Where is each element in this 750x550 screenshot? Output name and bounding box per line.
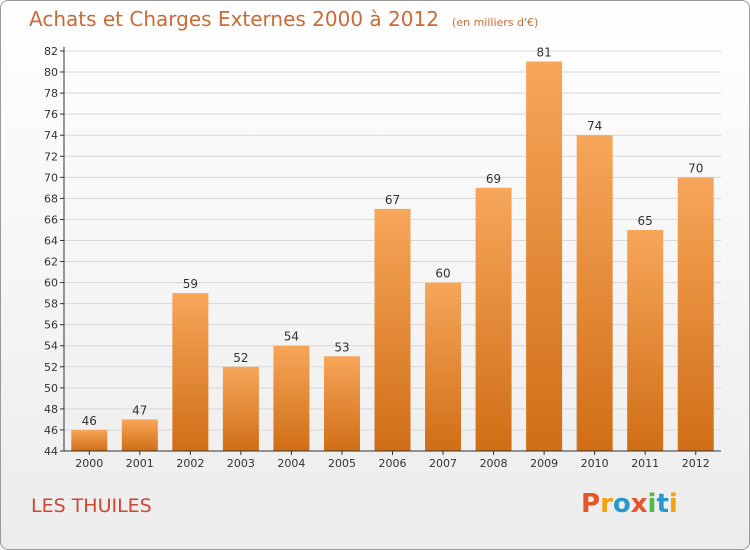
x-tick-label-2002: 2002 bbox=[176, 457, 204, 470]
y-tick-label: 74 bbox=[44, 129, 58, 142]
bar-2003 bbox=[222, 366, 259, 451]
logo-letter: i bbox=[647, 489, 657, 519]
bar-2006 bbox=[374, 208, 411, 451]
x-tick-label-2003: 2003 bbox=[227, 457, 255, 470]
bar-2007 bbox=[425, 282, 462, 451]
bar-2010 bbox=[576, 135, 613, 452]
value-label-2011: 65 bbox=[638, 214, 653, 228]
y-tick-label: 68 bbox=[44, 192, 58, 205]
chart-subtitle: (en milliers d'€) bbox=[452, 16, 539, 29]
x-tick-label-2009: 2009 bbox=[530, 457, 558, 470]
y-tick-label: 78 bbox=[44, 87, 58, 100]
y-tick-label: 54 bbox=[44, 340, 58, 353]
bar-2001 bbox=[121, 419, 158, 451]
y-tick-label: 52 bbox=[44, 361, 58, 374]
value-label-2007: 60 bbox=[435, 267, 450, 281]
value-label-2003: 52 bbox=[233, 351, 248, 365]
y-tick-label: 46 bbox=[44, 424, 58, 437]
y-tick-label: 76 bbox=[44, 108, 58, 121]
x-tick-label-2001: 2001 bbox=[126, 457, 154, 470]
title-row: Achats et Charges Externes 2000 à 2012 (… bbox=[29, 7, 538, 31]
y-tick-label: 70 bbox=[44, 171, 58, 184]
y-tick-label: 80 bbox=[44, 66, 58, 79]
proxiti-logo[interactable]: Proxiti bbox=[581, 489, 678, 519]
logo-letter: r bbox=[600, 489, 613, 519]
bars bbox=[71, 61, 714, 452]
x-tick-label-2007: 2007 bbox=[429, 457, 457, 470]
value-label-2005: 53 bbox=[334, 340, 349, 354]
x-tick-label-2004: 2004 bbox=[277, 457, 305, 470]
chart-title: Achats et Charges Externes 2000 à 2012 bbox=[29, 7, 439, 31]
value-label-2009: 81 bbox=[536, 46, 551, 60]
x-tick-label-2011: 2011 bbox=[631, 457, 659, 470]
value-label-2006: 67 bbox=[385, 193, 400, 207]
bar-2000 bbox=[71, 429, 108, 451]
logo-letter: P bbox=[581, 489, 601, 519]
x-tick-label-2010: 2010 bbox=[581, 457, 609, 470]
bar-2002 bbox=[172, 293, 209, 451]
bar-2004 bbox=[273, 345, 310, 451]
x-tick-label-2005: 2005 bbox=[328, 457, 356, 470]
bar-2012 bbox=[677, 177, 714, 451]
y-tick-label: 72 bbox=[44, 150, 58, 163]
y-tick-label: 60 bbox=[44, 277, 58, 290]
bar-2009 bbox=[526, 61, 563, 452]
value-label-2001: 47 bbox=[132, 403, 147, 417]
value-label-2000: 46 bbox=[82, 414, 97, 428]
x-tick-label-2012: 2012 bbox=[682, 457, 710, 470]
y-tick-label: 82 bbox=[44, 45, 58, 58]
value-label-2008: 69 bbox=[486, 172, 501, 186]
y-tick-label: 48 bbox=[44, 403, 58, 416]
commune-name: LES THUILES bbox=[31, 495, 152, 517]
bar-2008 bbox=[475, 187, 512, 451]
y-tick-label: 44 bbox=[44, 445, 58, 458]
y-tick-label: 58 bbox=[44, 298, 58, 311]
bar-2011 bbox=[627, 229, 664, 451]
y-tick-label: 62 bbox=[44, 256, 58, 269]
x-tick-label-2008: 2008 bbox=[480, 457, 508, 470]
value-label-2002: 59 bbox=[183, 277, 198, 291]
value-label-2010: 74 bbox=[587, 119, 602, 133]
y-tick-label: 64 bbox=[44, 234, 58, 247]
bar-2005 bbox=[323, 356, 360, 451]
y-tick-label: 50 bbox=[44, 382, 58, 395]
y-tick-label: 56 bbox=[44, 319, 58, 332]
labels: 44 46 48 50 52 54 56 58 60 62 64 66 68 70 72 74 76 78 80 82… bbox=[44, 45, 710, 470]
value-label-2012: 70 bbox=[688, 161, 703, 175]
x-tick-label-2006: 2006 bbox=[379, 457, 407, 470]
logo-letter: o bbox=[612, 489, 631, 519]
logo-letter: i bbox=[668, 489, 678, 519]
y-tick-label: 66 bbox=[44, 213, 58, 226]
x-tick-label-2000: 2000 bbox=[75, 457, 103, 470]
logo-letter: t bbox=[656, 489, 669, 519]
value-label-2004: 54 bbox=[284, 330, 299, 344]
axes bbox=[60, 47, 721, 455]
logo-letter: x bbox=[630, 489, 648, 519]
